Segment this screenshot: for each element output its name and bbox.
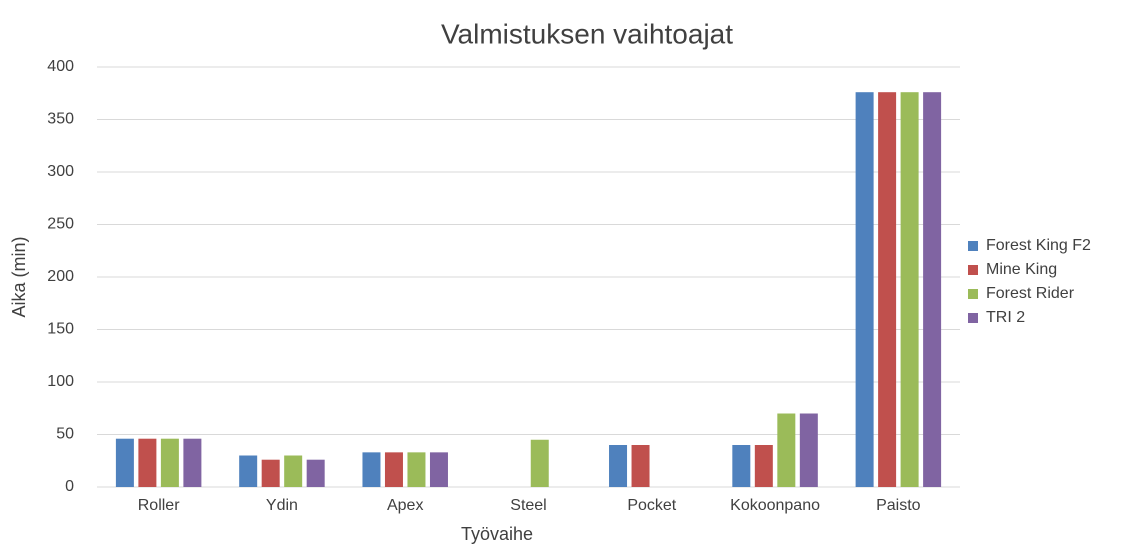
bar xyxy=(609,445,628,487)
bar xyxy=(732,445,751,487)
legend-swatch xyxy=(968,289,978,299)
bar xyxy=(115,438,134,487)
bar xyxy=(183,438,202,487)
y-tick-label: 400 xyxy=(47,58,74,75)
y-tick-label: 0 xyxy=(65,478,74,495)
x-tick-label: Kokoonpano xyxy=(730,497,820,514)
bar xyxy=(138,438,157,487)
legend-label: Mine King xyxy=(986,261,1057,278)
y-tick-label: 100 xyxy=(47,373,74,390)
bar xyxy=(631,445,650,487)
bar xyxy=(754,445,773,487)
bar xyxy=(384,452,403,487)
y-tick-label: 350 xyxy=(47,111,74,128)
bar xyxy=(429,452,448,487)
y-tick-label: 300 xyxy=(47,163,74,180)
x-tick-label: Ydin xyxy=(266,497,298,514)
legend-label: Forest King F2 xyxy=(986,237,1091,254)
y-tick-label: 150 xyxy=(47,321,74,338)
x-axis-title: Työvaihe xyxy=(461,524,533,544)
bar xyxy=(284,455,303,487)
legend-swatch xyxy=(968,265,978,275)
bar xyxy=(306,459,325,487)
legend-swatch xyxy=(968,241,978,251)
bar xyxy=(923,92,942,487)
legend-swatch xyxy=(968,313,978,323)
x-tick-label: Pocket xyxy=(627,497,676,514)
x-tick-label: Apex xyxy=(387,497,423,514)
bar xyxy=(160,438,179,487)
bar xyxy=(855,92,874,487)
bar xyxy=(900,92,919,487)
bar xyxy=(239,455,258,487)
bar xyxy=(777,413,796,487)
y-tick-label: 50 xyxy=(56,426,74,443)
bar xyxy=(530,439,549,487)
bar xyxy=(878,92,897,487)
chart-title: Valmistuksen vaihtoajat xyxy=(441,18,733,49)
x-tick-label: Paisto xyxy=(876,497,921,514)
bar xyxy=(362,452,381,487)
bar xyxy=(407,452,426,487)
legend-label: TRI 2 xyxy=(986,309,1025,326)
y-axis-title: Aika (min) xyxy=(9,236,29,317)
legend-label: Forest Rider xyxy=(986,285,1075,302)
bar xyxy=(261,459,280,487)
bar xyxy=(799,413,818,487)
y-tick-label: 250 xyxy=(47,216,74,233)
x-tick-label: Roller xyxy=(138,497,180,514)
x-tick-label: Steel xyxy=(510,497,546,514)
y-tick-label: 200 xyxy=(47,268,74,285)
